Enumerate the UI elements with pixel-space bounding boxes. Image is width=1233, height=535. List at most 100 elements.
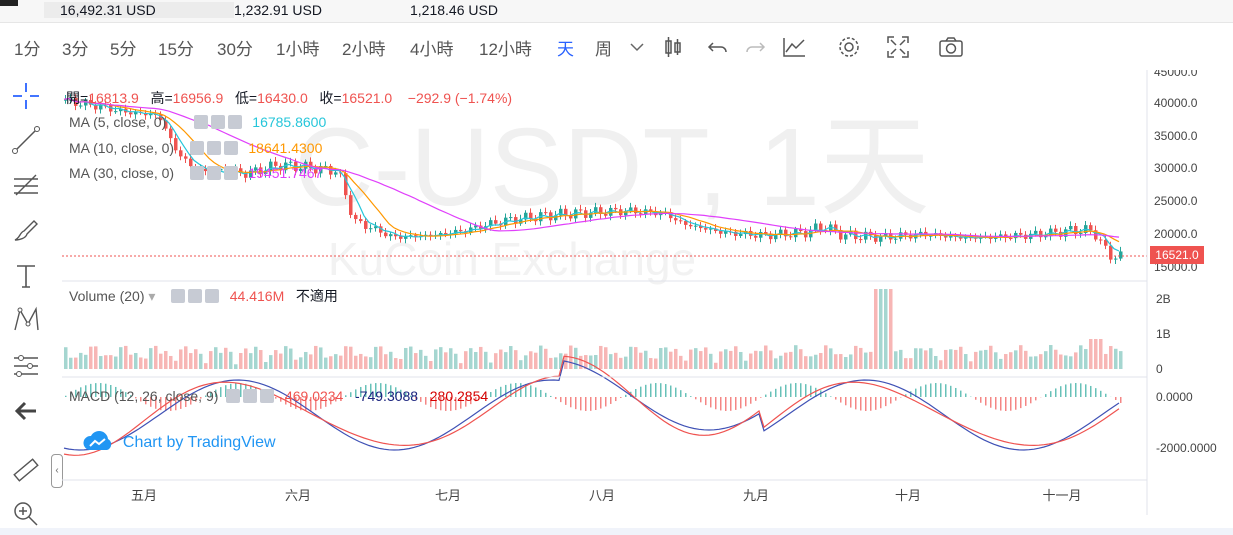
macd-histogram-bar: [1115, 397, 1117, 401]
volume-bar: [739, 351, 743, 369]
close-icon[interactable]: [260, 389, 275, 403]
settings-icon[interactable]: [836, 34, 862, 60]
gear-icon[interactable]: [210, 115, 225, 129]
eye-icon[interactable]: [170, 289, 185, 303]
macd-histogram-bar: [65, 395, 67, 397]
volume-bar: [264, 362, 268, 369]
interval-5m[interactable]: 5分: [110, 40, 137, 59]
measure-icon[interactable]: [10, 350, 42, 382]
gear-icon[interactable]: [187, 289, 202, 303]
back-arrow-icon[interactable]: [10, 395, 42, 427]
zoom-icon[interactable]: [10, 498, 42, 530]
collapse-toolbar-handle[interactable]: ‹: [51, 454, 63, 488]
macd-histogram-bar: [880, 397, 882, 409]
candles-icon[interactable]: [660, 34, 686, 60]
macd-histogram-bar: [1055, 388, 1057, 397]
macd-histogram-bar: [505, 384, 507, 397]
volume-bar: [339, 355, 343, 369]
volume-tick: 1B: [1156, 327, 1171, 341]
interval-2h[interactable]: 2小時: [342, 40, 386, 59]
interval-1w[interactable]: 周: [595, 40, 612, 59]
macd-histogram-bar: [455, 397, 457, 411]
volume-bar: [914, 348, 918, 369]
eye-icon[interactable]: [189, 166, 204, 180]
candle-body: [694, 225, 698, 227]
volume-bar: [524, 355, 528, 369]
close-icon[interactable]: [204, 289, 219, 303]
crosshair-icon[interactable]: [10, 80, 42, 112]
text-icon[interactable]: [10, 260, 42, 292]
candle-body: [1079, 233, 1083, 235]
ticker-btc[interactable]: 16,492.31 USD: [44, 2, 234, 18]
candle-body: [699, 225, 703, 229]
gear-icon[interactable]: [206, 166, 221, 180]
brush-icon[interactable]: [10, 214, 42, 246]
ohlc-open: 16813.9: [88, 90, 139, 106]
interval-1m[interactable]: 1分: [14, 40, 41, 59]
macd-histogram-bar: [685, 393, 687, 397]
chart-area[interactable]: C-USDT, 1天 KuCoin Exchange 45000.0 40000.…: [62, 70, 1232, 535]
macd-legend[interactable]: MACD (12, 26, close, 9) 469.0234 -749.30…: [69, 388, 489, 404]
volume-bar: [314, 345, 318, 369]
volume-bar: [604, 347, 608, 369]
eye-icon[interactable]: [193, 115, 208, 129]
pattern-icon[interactable]: [10, 304, 42, 336]
candle-body: [959, 236, 963, 239]
macd-histogram-bar: [755, 397, 757, 401]
volume-bar: [1009, 352, 1013, 369]
macd-line: [63, 360, 1120, 451]
volume-bar: [924, 350, 928, 369]
ma30-legend[interactable]: MA (30, close, 0) 19451.7467: [69, 165, 323, 181]
trend-line-icon[interactable]: [10, 124, 42, 156]
eye-icon[interactable]: [226, 389, 241, 403]
fullscreen-icon[interactable]: [885, 34, 911, 60]
ticker-eth[interactable]: 1,232.91 USD: [234, 2, 322, 18]
volume-legend[interactable]: Volume (20) ▾ 44.416M 不適用: [69, 288, 338, 304]
chevron-down-icon[interactable]: [624, 34, 650, 60]
close-icon[interactable]: [223, 141, 238, 155]
candle-body: [324, 165, 328, 167]
macd-histogram-bar: [465, 397, 467, 407]
interval-30m[interactable]: 30分: [217, 40, 253, 59]
macd-histogram-bar: [1005, 397, 1007, 411]
chart-canvas[interactable]: C-USDT, 1天 KuCoin Exchange 45000.040000.…: [62, 70, 1232, 535]
candle-body: [1074, 225, 1078, 235]
macd-histogram-bar: [210, 392, 212, 397]
interval-15m[interactable]: 15分: [158, 40, 194, 59]
macd-histogram-bar: [115, 386, 117, 397]
redo-icon[interactable]: [742, 34, 768, 60]
macd-histogram-bar: [615, 397, 617, 402]
macd-histogram-bar: [75, 389, 77, 397]
volume-bar: [259, 350, 263, 369]
macd-histogram-bar: [545, 392, 547, 397]
interval-3m[interactable]: 3分: [62, 40, 89, 59]
ruler-icon[interactable]: [10, 454, 42, 486]
interval-12h[interactable]: 12小時: [479, 40, 532, 59]
candle-body: [1114, 258, 1118, 260]
volume-bar: [784, 352, 788, 369]
interval-1h[interactable]: 1小時: [276, 40, 320, 59]
close-icon[interactable]: [227, 115, 242, 129]
volume-bar: [1104, 353, 1108, 369]
interval-1d[interactable]: 天: [557, 40, 574, 59]
tradingview-badge[interactable]: Chart by TradingView: [82, 430, 276, 452]
close-icon[interactable]: [223, 166, 238, 180]
macd-histogram-bar: [420, 397, 422, 402]
volume-bar: [669, 351, 673, 369]
candle-body: [944, 235, 948, 238]
gear-icon[interactable]: [206, 141, 221, 155]
volume-bar: [1119, 351, 1123, 369]
interval-4h[interactable]: 4小時: [410, 40, 454, 59]
indicators-icon[interactable]: [781, 34, 807, 60]
volume-bar: [1049, 345, 1053, 369]
gear-icon[interactable]: [243, 389, 258, 403]
volume-bar: [894, 351, 898, 369]
undo-icon[interactable]: [705, 34, 731, 60]
fib-icon[interactable]: [10, 169, 42, 201]
ticker-3[interactable]: 1,218.46 USD: [410, 2, 498, 18]
eye-icon[interactable]: [189, 141, 204, 155]
ma10-legend[interactable]: MA (10, close, 0) 18641.4300: [69, 140, 323, 156]
volume-bar: [214, 347, 218, 369]
camera-icon[interactable]: [938, 34, 964, 60]
ma5-legend[interactable]: MA (5, close, 0) 16785.8600: [69, 114, 327, 130]
